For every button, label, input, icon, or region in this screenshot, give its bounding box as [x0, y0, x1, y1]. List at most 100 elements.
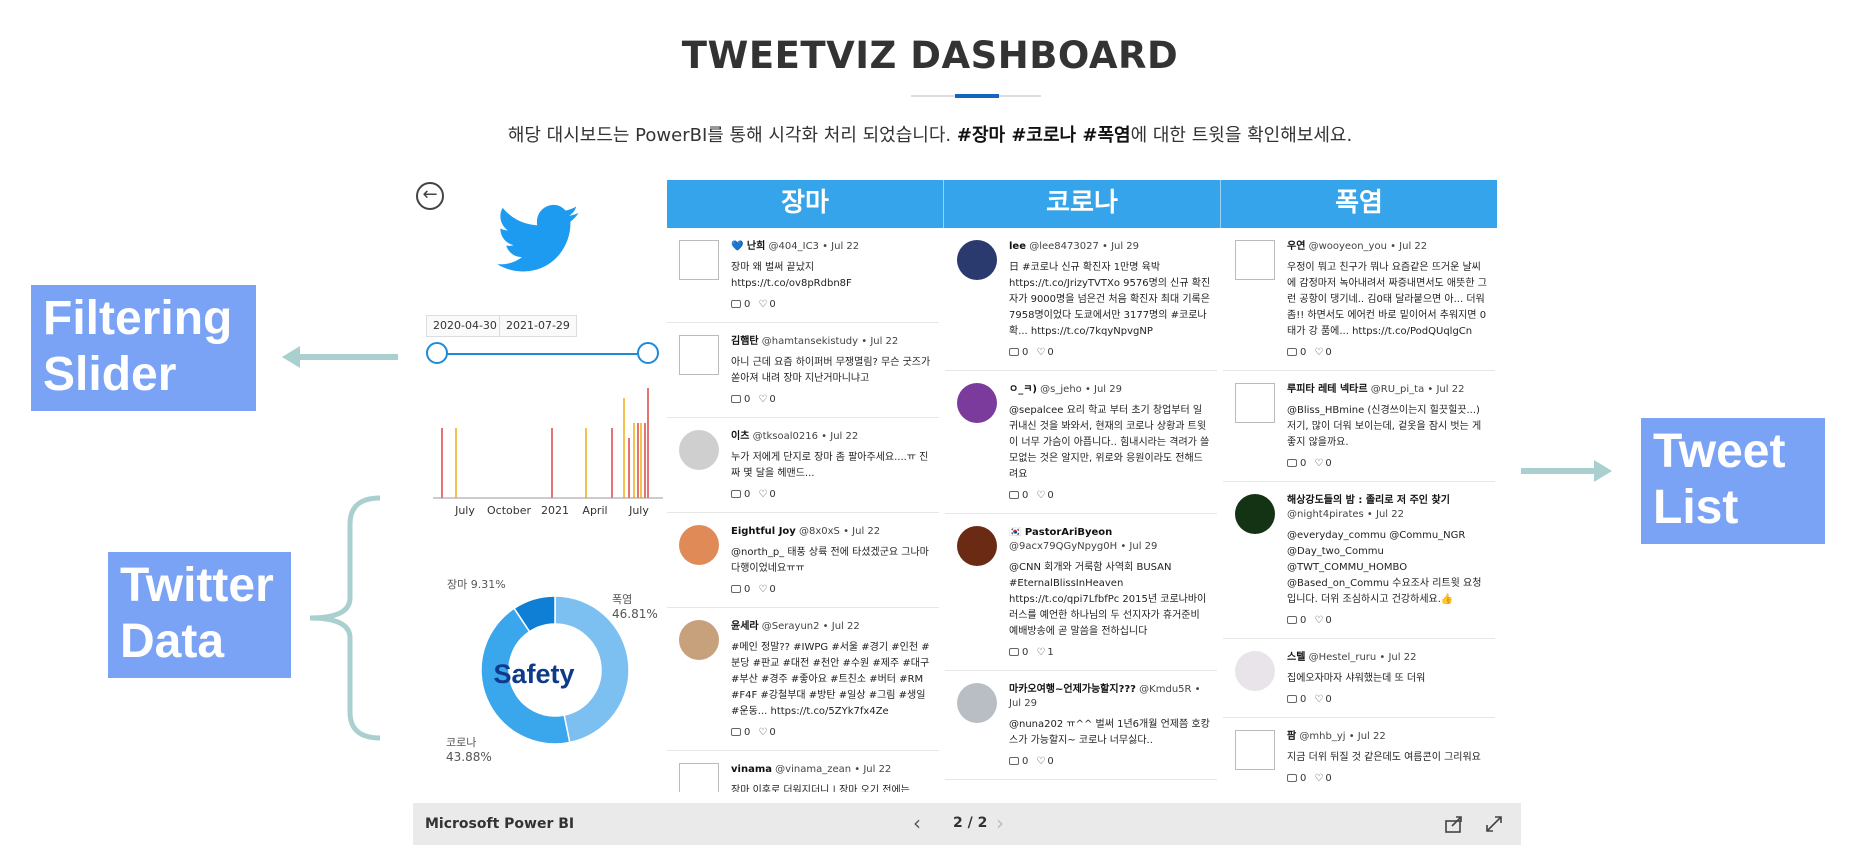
timeline-bar — [633, 423, 635, 498]
tweet-item[interactable]: 스텔 @Hestel_ruru • Jul 22 집에오자마자 샤워했는데 또 더… — [1223, 639, 1495, 718]
avatar[interactable] — [1235, 730, 1275, 770]
slider-end-date[interactable]: 2021-07-29 — [499, 315, 577, 337]
reply-icon[interactable] — [1287, 348, 1297, 356]
tweet-author[interactable]: 마카오여행~언제가능할지??? — [1009, 684, 1136, 695]
reply-count: 0 — [1300, 347, 1307, 358]
like-count: 0 — [769, 584, 776, 595]
avatar[interactable] — [957, 526, 997, 566]
reply-icon[interactable] — [731, 490, 741, 498]
date-slider-start-handle[interactable] — [426, 342, 448, 364]
heart-icon[interactable]: ♡ — [1314, 458, 1324, 469]
avatar[interactable] — [957, 240, 997, 280]
tweet-handle-date: @night4pirates • Jul 22 — [1287, 509, 1404, 520]
tweet-author[interactable]: 김햄탄 — [731, 336, 759, 347]
date-slider-track[interactable] — [437, 353, 649, 355]
tweet-column-jangma[interactable]: 💙 난희 @404_IC3 • Jul 22 장마 왜 벌써 끝났지 https:… — [667, 228, 939, 792]
reply-icon[interactable] — [731, 300, 741, 308]
reply-icon[interactable] — [1287, 459, 1297, 467]
tweet-item[interactable]: 마카오여행~언제가능할지??? @Kmdu5R • Jul 29 @nuna202… — [945, 671, 1217, 780]
tweet-author[interactable]: 💙 난희 — [731, 241, 766, 252]
tweet-timeline-chart: July October 2021 April July — [433, 388, 663, 517]
tweet-author[interactable]: Eightful Joy — [731, 526, 796, 537]
tweet-handle-date: @vinama_zean • Jul 22 — [775, 764, 892, 775]
tweet-author[interactable]: 루피타 레테 넥타르 — [1287, 384, 1368, 395]
tweet-item[interactable]: vinama @vinama_zean • Jul 22 장마 이후로 더워지더니… — [667, 751, 939, 792]
reply-icon[interactable] — [1287, 774, 1297, 782]
tweet-author[interactable]: 윤세라 — [731, 621, 759, 632]
tweet-item[interactable]: 우연 @wooyeon_you • Jul 22 우정이 뭐고 친구가 뭐나 요즘… — [1223, 228, 1495, 371]
heart-icon[interactable]: ♡ — [1314, 347, 1324, 358]
tweet-author[interactable]: lee — [1009, 241, 1026, 252]
chevron-right-icon[interactable]: › — [996, 811, 1004, 835]
date-slider-end-handle[interactable] — [637, 342, 659, 364]
tweet-column-corona[interactable]: lee @lee8473027 • Jul 29 日 #코로나 신규 확진자 1만… — [945, 228, 1217, 792]
tweet-item[interactable]: 💙 난희 @404_IC3 • Jul 22 장마 왜 벌써 끝났지 https:… — [667, 228, 939, 323]
tweet-stats: 0 ♡ 0 — [731, 583, 933, 597]
avatar[interactable] — [679, 763, 719, 792]
tweet-item[interactable]: 김햄탄 @hamtansekistudy • Jul 22 아니 근데 요즘 하이… — [667, 323, 939, 418]
chevron-left-icon[interactable]: ‹ — [913, 811, 921, 835]
heart-icon[interactable]: ♡ — [1036, 347, 1046, 358]
tweet-item[interactable]: 루피타 레테 넥타르 @RU_pi_ta • Jul 22 @Bliss_HBmi… — [1223, 371, 1495, 482]
heart-icon[interactable]: ♡ — [1036, 490, 1046, 501]
tweet-author[interactable]: vinama — [731, 764, 772, 775]
donut-slice[interactable] — [513, 595, 556, 633]
fullscreen-icon[interactable] — [1483, 813, 1505, 835]
avatar[interactable] — [679, 620, 719, 660]
tweet-item[interactable]: 해상강도들의 밤 : 졸리로 저 주인 찾기 @night4pirates • … — [1223, 482, 1495, 639]
reply-icon[interactable] — [1009, 648, 1019, 656]
reply-count: 0 — [744, 394, 751, 405]
avatar[interactable] — [679, 430, 719, 470]
tweet-author[interactable]: 해상강도들의 밤 : 졸리로 저 주인 찾기 — [1287, 495, 1450, 506]
reply-icon[interactable] — [731, 395, 741, 403]
avatar[interactable] — [679, 240, 719, 280]
avatar[interactable] — [957, 383, 997, 423]
reply-icon[interactable] — [731, 728, 741, 736]
heart-icon[interactable]: ♡ — [1036, 647, 1046, 658]
timeline-bar — [623, 398, 625, 498]
reply-icon[interactable] — [731, 585, 741, 593]
tweet-author[interactable]: 우연 — [1287, 241, 1306, 252]
heart-icon[interactable]: ♡ — [758, 584, 768, 595]
tweet-item[interactable]: 팜 @mhb_yj • Jul 22 지금 더위 뒤질 것 같은데도 여름콘이 그… — [1223, 718, 1495, 792]
tweet-item[interactable]: 이츠 @tksoal0216 • Jul 22 누가 저에게 단지로 장마 좀 팔… — [667, 418, 939, 513]
donut-slice[interactable] — [480, 607, 571, 745]
tweet-item[interactable]: 🇰🇷 PastorAriByeon @9acx79QGyNpyg0H • Jul… — [945, 514, 1217, 671]
tweet-author[interactable]: 팜 — [1287, 731, 1297, 742]
avatar[interactable] — [1235, 240, 1275, 280]
avatar[interactable] — [1235, 383, 1275, 423]
tweet-author[interactable]: 🇰🇷 PastorAriByeon — [1009, 527, 1113, 538]
tweet-column-heat[interactable]: 우연 @wooyeon_you • Jul 22 우정이 뭐고 친구가 뭐나 요즘… — [1223, 228, 1495, 792]
tweet-author[interactable]: ㅇ_ㅋ) — [1009, 384, 1037, 395]
reply-icon[interactable] — [1009, 491, 1019, 499]
tweet-author[interactable]: 이츠 — [731, 431, 750, 442]
heart-icon[interactable]: ♡ — [1314, 694, 1324, 705]
slider-start-date[interactable]: 2020-04-30 — [426, 315, 504, 337]
reply-icon[interactable] — [1287, 616, 1297, 624]
heart-icon[interactable]: ♡ — [758, 727, 768, 738]
like-count: 0 — [1325, 694, 1332, 705]
tweet-item[interactable]: ㅇ_ㅋ) @s_jeho • Jul 29 @sepalcee 요리 학교 부터 … — [945, 371, 1217, 514]
tweet-handle-date: @9acx79QGyNpyg0H • Jul 29 — [1009, 541, 1158, 552]
heart-icon[interactable]: ♡ — [758, 299, 768, 310]
reply-icon[interactable] — [1009, 757, 1019, 765]
heart-icon[interactable]: ♡ — [758, 489, 768, 500]
donut-slice[interactable] — [554, 595, 630, 744]
tweet-item[interactable]: lee @lee8473027 • Jul 29 日 #코로나 신규 확진자 1만… — [945, 228, 1217, 371]
heart-icon[interactable]: ♡ — [1036, 756, 1046, 767]
heart-icon[interactable]: ♡ — [758, 394, 768, 405]
tweet-item[interactable]: Eightful Joy @8x0xS • Jul 22 @north_p_ 태풍… — [667, 513, 939, 608]
tweet-author[interactable]: 스텔 — [1287, 652, 1306, 663]
avatar[interactable] — [1235, 494, 1275, 534]
back-arrow-circle-icon[interactable]: ← — [416, 182, 444, 210]
reply-icon[interactable] — [1009, 348, 1019, 356]
avatar[interactable] — [957, 683, 997, 723]
avatar[interactable] — [679, 525, 719, 565]
tweet-item[interactable]: 윤세라 @Serayun2 • Jul 22 #메인 정말?? #IWPG #서울… — [667, 608, 939, 751]
heart-icon[interactable]: ♡ — [1314, 615, 1324, 626]
share-icon[interactable] — [1443, 813, 1465, 835]
avatar[interactable] — [679, 335, 719, 375]
heart-icon[interactable]: ♡ — [1314, 773, 1324, 784]
avatar[interactable] — [1235, 651, 1275, 691]
reply-icon[interactable] — [1287, 695, 1297, 703]
